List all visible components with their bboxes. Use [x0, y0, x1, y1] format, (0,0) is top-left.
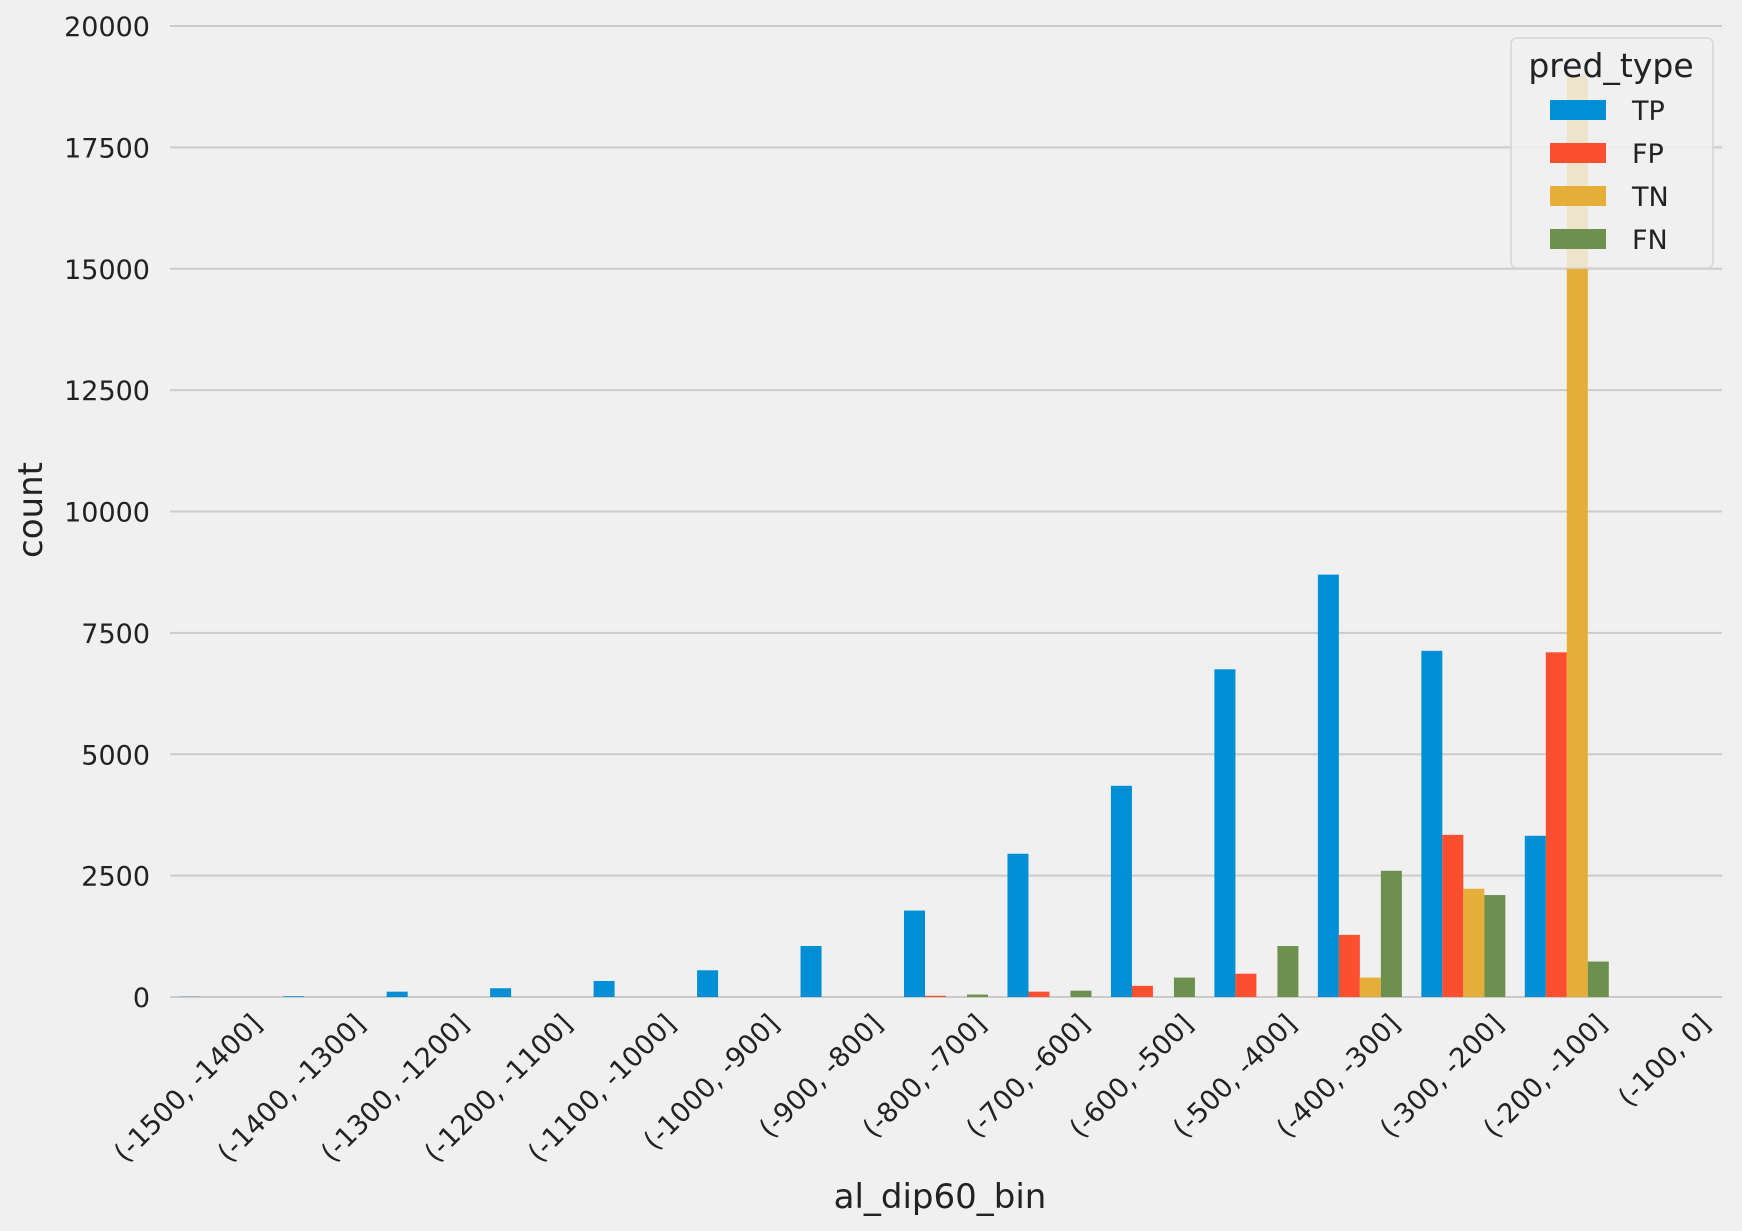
bar-fn [1484, 895, 1506, 997]
y-axis-label: count [11, 462, 51, 558]
bar-tp [1214, 669, 1236, 997]
legend-swatch-tp [1550, 100, 1606, 120]
legend-label-fp: FP [1632, 139, 1664, 170]
y-tick-label: 10000 [64, 498, 150, 529]
y-tick-label: 15000 [64, 255, 150, 286]
bar-tp [386, 991, 408, 997]
bar-fp [1545, 652, 1567, 997]
x-tick-label: (-100, 0] [1612, 1009, 1716, 1113]
bar-tp [1524, 835, 1546, 997]
legend-swatch-fp [1550, 143, 1606, 163]
bar-fp [1028, 991, 1050, 997]
y-tick-label: 0 [133, 983, 150, 1014]
y-tick-label: 5000 [81, 740, 150, 771]
bar-fn [1380, 870, 1402, 997]
bar-tn [1359, 977, 1381, 997]
bar-fp [1338, 934, 1360, 997]
bar-tp [1110, 785, 1132, 997]
legend-swatch-tn [1550, 186, 1606, 206]
bar-tp [904, 910, 925, 997]
legend-label-tp: TP [1631, 96, 1665, 127]
bar-fn [1173, 977, 1195, 997]
bar-fp [1442, 834, 1464, 997]
bar-fn [967, 994, 988, 997]
x-axis-ticks: (-1500, -1400](-1400, -1300](-1300, -120… [108, 1009, 1716, 1169]
bar-tp [1421, 650, 1443, 997]
y-tick-label: 12500 [64, 376, 150, 407]
legend-items: TP FP TN FN [1550, 96, 1669, 256]
bar-tp [283, 996, 305, 997]
bars [179, 74, 1609, 998]
gridlines [170, 25, 1722, 998]
bar-fp [925, 995, 946, 997]
legend-swatch-fn [1550, 229, 1606, 249]
bar-tp [490, 988, 512, 997]
bar-fn [1277, 946, 1299, 997]
bar-fp [1235, 973, 1257, 997]
y-tick-label: 2500 [81, 862, 150, 893]
bar-tp [800, 946, 822, 997]
legend-label-tn: TN [1631, 182, 1669, 213]
bar-fp [1131, 985, 1153, 997]
legend-label-fn: FN [1632, 225, 1668, 256]
bar-tn [1566, 74, 1588, 998]
y-tick-label: 7500 [81, 619, 150, 650]
legend: pred_type TP FP TN FN [1510, 37, 1714, 269]
bar-tp [593, 980, 615, 997]
bar-tp [697, 970, 719, 997]
y-axis-ticks: 0 2500 5000 7500 10000 12500 15000 17500 20000 [64, 12, 150, 1014]
y-tick-label: 20000 [64, 12, 150, 43]
bar-tn [1463, 888, 1485, 997]
bar-fn [1587, 961, 1609, 997]
bar-tp [1007, 853, 1029, 997]
bar-tp [1317, 574, 1339, 997]
y-tick-label: 17500 [64, 133, 150, 164]
x-axis-label: al_dip60_bin [834, 1177, 1047, 1217]
legend-frame [1510, 37, 1714, 269]
legend-title: pred_type [1528, 46, 1693, 85]
bar-fn [1070, 990, 1092, 997]
